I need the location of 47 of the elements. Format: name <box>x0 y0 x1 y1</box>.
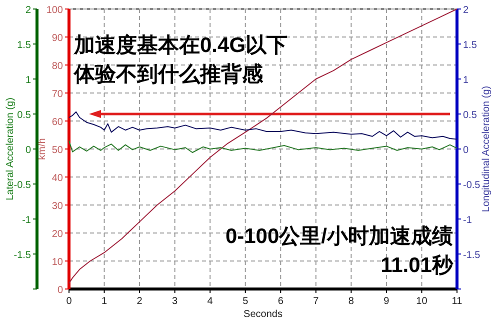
x-tick-label: 1 <box>101 296 108 307</box>
y3-tick-label: -0.5 <box>14 180 32 191</box>
y-tick-label: 60 <box>52 117 64 128</box>
x-tick-label: 7 <box>313 296 320 307</box>
y2-tick-label: 1 <box>463 75 469 86</box>
annotation: 加速度基本在0.4G以下 <box>73 33 288 57</box>
y2-tick-label: 0 <box>463 145 469 156</box>
x-tick-label: 9 <box>384 296 390 307</box>
y3-tick-label: 0.5 <box>17 110 32 121</box>
x-tick-label: 4 <box>207 296 214 307</box>
y2-tick-label: -0.5 <box>463 180 481 191</box>
y3-tick-label: -1 <box>22 215 32 226</box>
y-axis-title: km/h <box>37 138 48 160</box>
x-tick-label: 6 <box>278 296 284 307</box>
y2-tick-label: -1.5 <box>463 250 481 261</box>
annotation: 11.01秒 <box>380 254 454 277</box>
y-tick-label: 20 <box>52 229 64 240</box>
y3-axis-title: Lateral Acceleration (g) <box>5 98 16 200</box>
y2-tick-label: 2 <box>463 5 469 16</box>
x-tick-label: 5 <box>242 296 249 307</box>
y-tick-label: 40 <box>52 173 64 184</box>
annotation: 0-100公里/小时加速成绩 <box>225 225 453 248</box>
y-tick-label: 30 <box>52 201 64 212</box>
y-tick-label: 70 <box>52 89 64 100</box>
x-tick-label: 0 <box>66 296 72 307</box>
y2-axis-title: Longitudinal Acceleration (g) <box>481 86 492 212</box>
y-tick-label: 100 <box>46 5 64 16</box>
x-tick-label: 3 <box>172 296 178 307</box>
x-axis-title: Seconds <box>244 309 282 320</box>
annotation: 体验不到什么推背感 <box>73 63 264 86</box>
y-tick-label: 50 <box>52 145 64 156</box>
y3-tick-label: 1.5 <box>17 40 32 51</box>
x-tick-label: 8 <box>348 296 354 307</box>
y-tick-label: 90 <box>52 33 64 44</box>
y-tick-label: 10 <box>52 257 64 268</box>
y3-tick-label: -1.5 <box>14 250 32 261</box>
y2-tick-label: -1 <box>463 215 472 226</box>
y3-tick-label: 1 <box>25 75 32 86</box>
x-tick-label: 10 <box>416 296 428 307</box>
x-tick-label: 2 <box>136 296 143 307</box>
x-tick-label: 11 <box>452 296 463 307</box>
y-tick-label: 80 <box>52 61 64 72</box>
y3-tick-label: 2 <box>25 5 32 16</box>
y3-tick-label: 0 <box>25 145 32 156</box>
y2-tick-label: 0.5 <box>463 110 478 121</box>
y-tick-label: 0 <box>57 285 64 296</box>
y2-tick-label: 1.5 <box>463 40 478 51</box>
